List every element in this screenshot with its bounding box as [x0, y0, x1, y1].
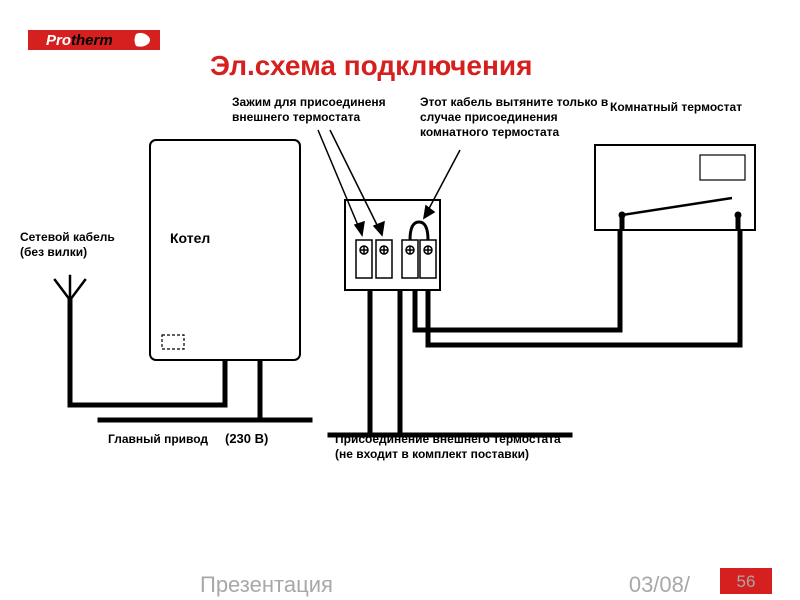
footer-date: 03/08/	[629, 572, 690, 598]
footer-page-number: 56	[737, 572, 756, 591]
label-thermostat-clamp: Зажим для присоединенявнешнего термостат…	[232, 95, 412, 125]
label-room-thermostat: Комнатный термостат	[610, 100, 760, 115]
footer-title: Презентация	[200, 572, 333, 598]
footer-page-box: 56	[720, 568, 772, 594]
wiring-diagram	[0, 0, 800, 560]
label-voltage: (230 В)	[225, 431, 268, 447]
label-boiler: Котел	[170, 230, 210, 248]
label-mains-cable: Сетевой кабель(без вилки)	[20, 230, 130, 260]
label-ext-thermostat: Присоединение внешнего термостата(не вхо…	[335, 432, 595, 462]
slide-root: Protherm Эл.схема подключения	[0, 0, 800, 600]
label-main-drive: Главный привод	[108, 432, 208, 447]
label-cable-note: Этот кабель вытяните только вслучае прис…	[420, 95, 620, 140]
